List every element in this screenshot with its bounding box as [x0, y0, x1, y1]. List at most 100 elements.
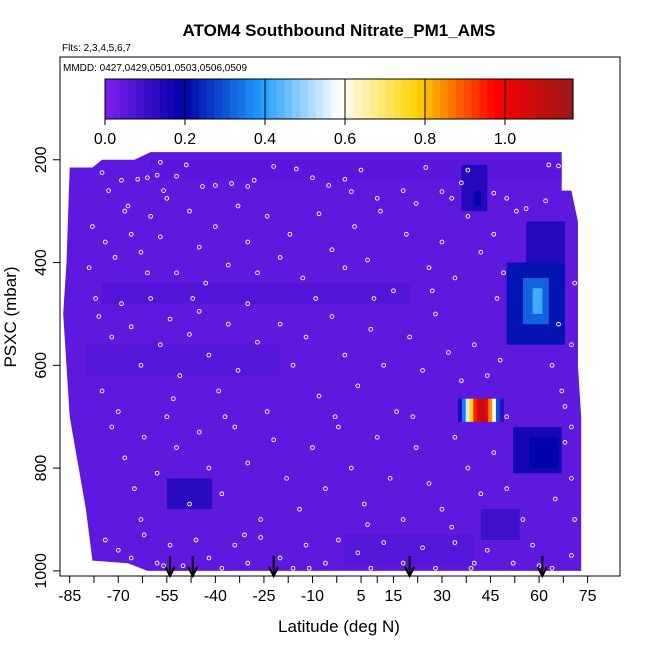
sample-point	[264, 213, 270, 219]
sample-point	[374, 434, 380, 440]
sample-point	[93, 296, 98, 301]
sample-point	[468, 565, 474, 571]
colorbar-bin	[346, 79, 356, 119]
sample-point	[569, 476, 574, 481]
sample-point	[329, 314, 335, 319]
sample-point	[128, 324, 134, 330]
colorbar-bin	[432, 79, 441, 119]
sample-point	[290, 362, 296, 368]
sample-point	[491, 450, 497, 456]
sample-point	[183, 162, 189, 168]
sample-point	[316, 211, 322, 217]
sample-point	[106, 188, 111, 193]
sample-point	[297, 506, 302, 512]
sample-point	[167, 316, 173, 322]
sample-point	[433, 565, 438, 571]
chart-title: ATOM4 Southbound Nitrate_PM1_AMS	[183, 21, 496, 40]
sample-point	[154, 172, 160, 178]
hotspot-cell	[495, 398, 501, 422]
y-tick-label: 200	[33, 146, 50, 173]
sample-point	[264, 409, 270, 414]
colorbar-bin	[401, 79, 410, 119]
sample-point	[141, 434, 147, 440]
sample-point	[572, 280, 578, 286]
colorbar	[104, 78, 574, 120]
colorbar-bin	[268, 79, 278, 119]
sample-point	[99, 388, 105, 394]
hotspot-cell	[492, 398, 497, 422]
sample-point	[572, 517, 578, 522]
colorbar-bin	[471, 79, 480, 119]
colorbar-bin	[541, 79, 551, 119]
flight-arrow	[404, 556, 415, 579]
colorbar-bin	[378, 79, 387, 119]
colorbar-bin	[331, 79, 340, 119]
x-tick-label: -70	[107, 588, 130, 605]
y-axis: 200 400 600 800 1000	[33, 146, 60, 589]
sample-point	[145, 270, 150, 276]
sample-point	[358, 167, 364, 173]
sample-point	[562, 404, 568, 409]
sample-point	[546, 162, 552, 168]
sample-point	[371, 296, 377, 301]
x-tick-label: 15	[385, 588, 403, 605]
colorbar-bin	[339, 79, 348, 119]
sample-point	[193, 537, 199, 543]
sample-point	[125, 203, 131, 209]
sample-point	[520, 517, 526, 522]
sample-point	[303, 334, 309, 340]
sample-point	[222, 414, 228, 420]
sample-point	[128, 555, 134, 561]
sample-point	[336, 537, 341, 543]
plot-frame	[59, 56, 621, 577]
sample-point	[410, 414, 416, 420]
sample-point	[203, 280, 209, 286]
sample-point	[449, 524, 455, 530]
sample-point	[400, 188, 406, 193]
sample-point	[119, 177, 124, 183]
sample-point	[439, 189, 445, 194]
sample-point	[138, 517, 144, 522]
sample-point	[145, 175, 150, 181]
colorbar-bin	[237, 79, 246, 119]
sample-point	[504, 486, 510, 491]
sample-point	[157, 342, 163, 348]
sample-point	[452, 275, 458, 281]
sample-point	[154, 560, 160, 566]
sample-point	[497, 357, 503, 363]
sample-point	[99, 170, 105, 175]
sample-point	[90, 224, 95, 229]
sample-point	[504, 414, 510, 420]
sample-point	[225, 262, 231, 268]
sample-point	[459, 378, 464, 384]
sample-point	[86, 265, 92, 271]
sample-point	[196, 309, 202, 314]
sample-point	[245, 460, 251, 466]
sample-point	[164, 195, 170, 201]
sample-point	[277, 255, 283, 260]
colorbar-bin	[456, 79, 465, 119]
sample-point	[423, 165, 429, 170]
colorbar-bin	[323, 79, 332, 119]
colorbar-bin	[565, 79, 574, 119]
sample-point	[109, 424, 115, 430]
hotspot-cell	[484, 398, 489, 422]
colorbar-bin	[300, 79, 309, 119]
sample-point	[569, 424, 574, 430]
sample-point	[452, 434, 458, 440]
heatmap-cell	[529, 437, 559, 469]
sample-point	[559, 388, 565, 394]
sample-point	[245, 184, 251, 189]
sample-point	[426, 481, 432, 486]
sample-point	[413, 445, 419, 450]
x-tick-label: 60	[530, 588, 548, 605]
colorbar-tick-label: 1.0	[494, 131, 516, 148]
sample-point	[177, 373, 183, 378]
sample-point	[138, 249, 144, 255]
flight-leg-band	[102, 283, 410, 304]
y-tick-label: 600	[33, 352, 50, 379]
sample-point	[109, 334, 115, 340]
sample-point	[310, 445, 315, 450]
colorbar-tick-label: 0.4	[254, 131, 276, 148]
sample-point	[342, 352, 348, 358]
